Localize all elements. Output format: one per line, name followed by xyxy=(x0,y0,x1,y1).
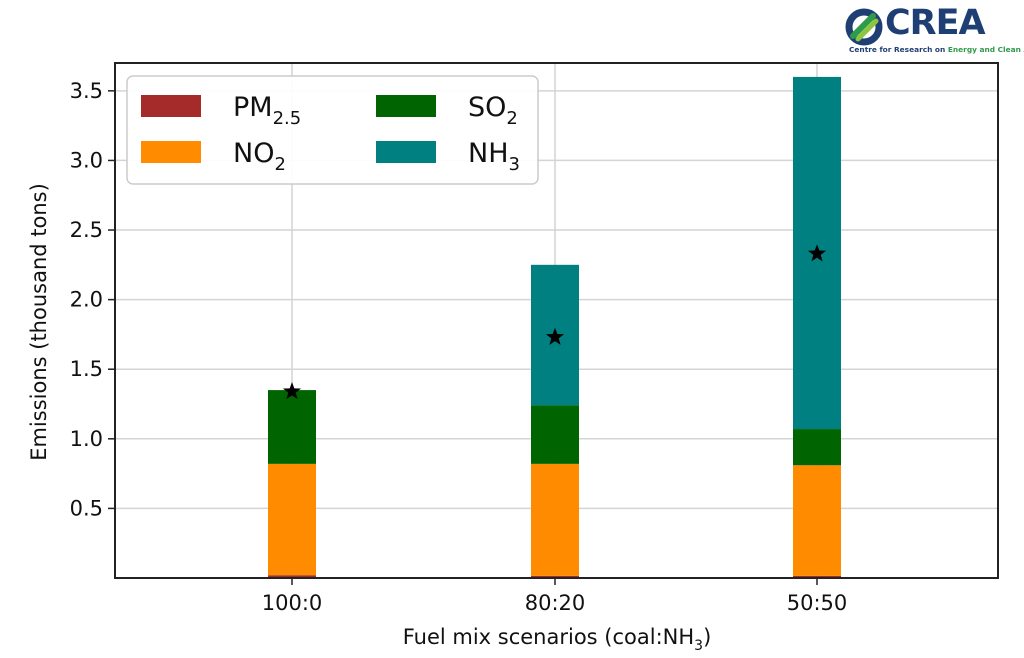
star-marker xyxy=(545,327,565,345)
plot-frame xyxy=(114,62,999,579)
legend-label: NO2 xyxy=(233,138,286,175)
y-tick-label: 3.5 xyxy=(70,79,103,103)
bar-segment xyxy=(268,575,316,578)
legend-label: NH3 xyxy=(468,138,520,175)
y-axis-ticks: 0.5 1.0 1.5 2.0 2.5 3.0 3.5 xyxy=(70,79,115,520)
x-tick-label: 80:20 xyxy=(525,591,586,615)
crea-logo-tagline: Centre for Research on Energy and Clean … xyxy=(849,45,1024,54)
bar-segment xyxy=(268,390,316,464)
y-tick-label: 0.5 xyxy=(70,496,103,520)
bar-segment xyxy=(793,575,841,578)
y-tick-label: 3.0 xyxy=(70,148,103,172)
x-axis-label: Fuel mix scenarios (coal:NH3) xyxy=(403,625,712,654)
crea-logo: CREA Centre for Research on Energy and C… xyxy=(845,3,1024,56)
bar-segment xyxy=(793,429,841,466)
legend-swatch xyxy=(141,141,201,163)
bar-segment xyxy=(531,405,579,464)
star-marker xyxy=(282,381,302,400)
x-tick-label: 100:0 xyxy=(262,591,323,615)
bar-segment xyxy=(531,575,579,578)
x-tick-label: 50:50 xyxy=(787,591,848,615)
star-markers xyxy=(282,244,827,400)
legend-label: SO2 xyxy=(468,92,518,129)
legend: PM2.5 NO2 SO2 NH3 xyxy=(126,75,539,185)
crea-logo-icon xyxy=(845,8,883,46)
y-tick-label: 2.5 xyxy=(70,218,103,242)
star-marker xyxy=(807,244,827,262)
y-axis-label: Emissions (thousand tons) xyxy=(27,183,51,461)
x-axis-ticks: 100:0 80:20 50:50 xyxy=(262,578,848,615)
legend-swatch xyxy=(376,95,436,117)
bar-segment xyxy=(268,463,316,576)
legend-label: PM2.5 xyxy=(233,92,301,129)
crea-logo-word: CREA xyxy=(885,3,986,43)
y-tick-label: 1.0 xyxy=(70,427,103,451)
bar-segment xyxy=(531,463,579,576)
legend-swatch xyxy=(376,141,436,163)
y-tick-label: 1.5 xyxy=(70,357,103,381)
y-tick-label: 2.0 xyxy=(70,288,103,312)
legend-swatch xyxy=(141,95,201,117)
bar-segment xyxy=(793,465,841,576)
